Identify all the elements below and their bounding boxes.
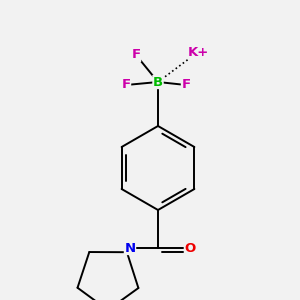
Text: O: O [184,242,196,254]
Text: N: N [124,242,136,254]
Text: K+: K+ [188,46,208,59]
Text: F: F [131,49,141,62]
Text: F: F [182,79,190,92]
Text: B: B [153,76,163,88]
Text: F: F [122,79,130,92]
